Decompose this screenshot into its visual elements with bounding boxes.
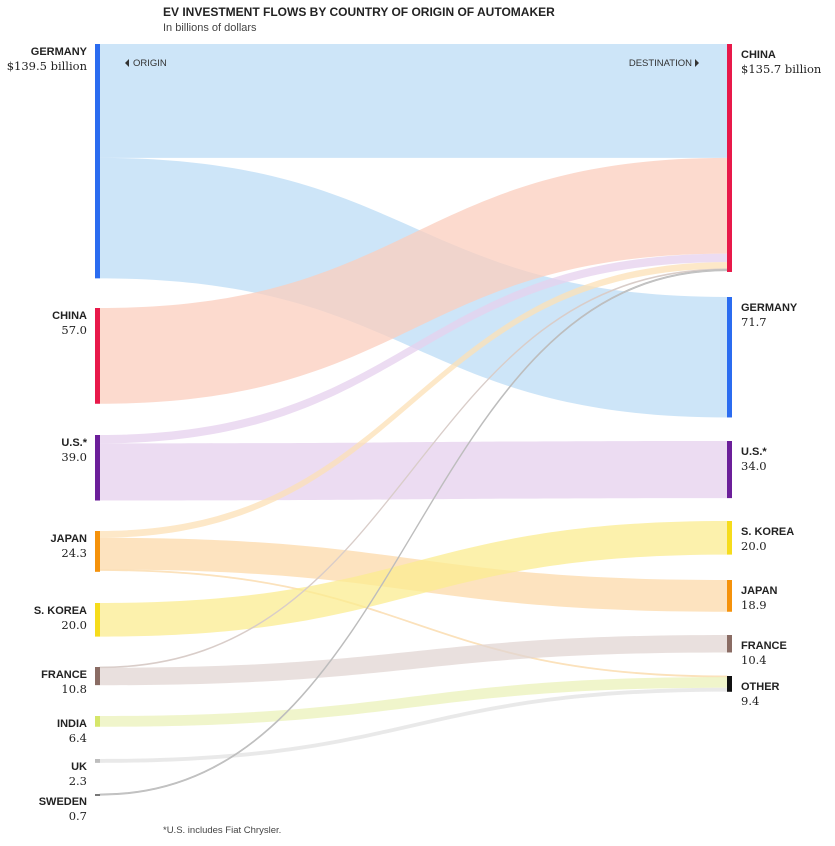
destination-label-s-korea: S. KOREA xyxy=(741,526,794,538)
origin-label-sweden: SWEDEN xyxy=(39,796,87,808)
origin-label-india: INDIA xyxy=(57,718,87,730)
chart-title: EV INVESTMENT FLOWS BY COUNTRY OF ORIGIN… xyxy=(163,5,555,19)
flow-u-s-to-china xyxy=(100,253,727,444)
labels-layer: GERMANY$139.5 billionCHINA57.0U.S.*39.0J… xyxy=(7,46,822,823)
origin-bar-france xyxy=(95,667,100,686)
origin-value-u-s: 39.0 xyxy=(61,450,87,464)
origin-value-germany: $139.5 billion xyxy=(7,59,88,73)
origin-value-france: 10.8 xyxy=(61,682,87,696)
destination-label-u-s: U.S.* xyxy=(741,446,767,458)
origin-bar-sweden xyxy=(95,794,100,796)
origin-label-uk: UK xyxy=(71,761,87,773)
origin-label: ORIGIN xyxy=(133,58,167,69)
origin-label-s-korea: S. KOREA xyxy=(34,605,87,617)
destination-label-france: FRANCE xyxy=(741,640,787,652)
destination-label: DESTINATION xyxy=(629,58,692,69)
destination-bar-germany xyxy=(727,297,732,418)
bars-layer xyxy=(95,44,732,796)
chart-subtitle: In billions of dollars xyxy=(163,22,257,34)
destination-label-china: CHINA xyxy=(741,49,776,61)
origin-bar-uk xyxy=(95,759,100,763)
destination-value-japan: 18.9 xyxy=(741,598,767,612)
origin-label-france: FRANCE xyxy=(41,669,87,681)
destination-label-japan: JAPAN xyxy=(741,585,778,597)
flows-layer xyxy=(99,44,728,796)
origin-bar-india xyxy=(95,716,100,727)
flow-germany-to-china xyxy=(100,44,727,158)
destination-bar-japan xyxy=(727,580,732,612)
right-arrow-icon xyxy=(695,59,699,67)
origin-label-china: CHINA xyxy=(52,310,87,322)
origin-value-s-korea: 20.0 xyxy=(61,618,87,632)
origin-bar-germany xyxy=(95,44,100,279)
origin-bar-china xyxy=(95,308,100,404)
origin-bar-japan xyxy=(95,531,100,572)
destination-label-germany: GERMANY xyxy=(741,302,798,314)
destination-bar-other xyxy=(727,676,732,692)
destination-value-germany: 71.7 xyxy=(741,315,767,329)
flow-india-to-other xyxy=(100,677,727,727)
destination-bar-china xyxy=(727,44,732,272)
destination-hint: DESTINATION xyxy=(629,58,699,69)
destination-bar-s-korea xyxy=(727,521,732,555)
origin-value-india: 6.4 xyxy=(69,731,87,745)
destination-label-other: OTHER xyxy=(741,681,780,693)
destination-value-france: 10.4 xyxy=(741,653,767,667)
origin-bar-u-s xyxy=(95,435,100,501)
origin-hint: ORIGIN xyxy=(125,58,167,69)
origin-value-uk: 2.3 xyxy=(69,774,87,788)
left-arrow-icon xyxy=(125,59,129,67)
origin-bar-s-korea xyxy=(95,603,100,637)
destination-bar-france xyxy=(727,635,732,653)
flow-japan-to-china xyxy=(100,262,727,538)
flow-france-to-france xyxy=(100,635,727,686)
origin-label-germany: GERMANY xyxy=(31,46,88,58)
flow-uk-to-other xyxy=(100,687,727,763)
origin-label-u-s: U.S.* xyxy=(61,437,87,449)
flow-s-korea-to-s-korea xyxy=(100,521,727,637)
destination-value-other: 9.4 xyxy=(741,694,759,708)
destination-value-s-korea: 20.0 xyxy=(741,539,767,553)
origin-label-japan: JAPAN xyxy=(51,533,88,545)
destination-value-china: $135.7 billion xyxy=(741,62,822,76)
flow-u-s-to-u-s xyxy=(100,441,727,501)
flow-china-to-china xyxy=(100,157,727,404)
destination-bar-u-s xyxy=(727,441,732,499)
origin-value-china: 57.0 xyxy=(61,323,87,337)
destination-value-u-s: 34.0 xyxy=(741,459,767,473)
origin-value-sweden: 0.7 xyxy=(69,809,87,823)
footnote: *U.S. includes Fiat Chrysler. xyxy=(163,825,281,836)
origin-value-japan: 24.3 xyxy=(61,546,87,560)
